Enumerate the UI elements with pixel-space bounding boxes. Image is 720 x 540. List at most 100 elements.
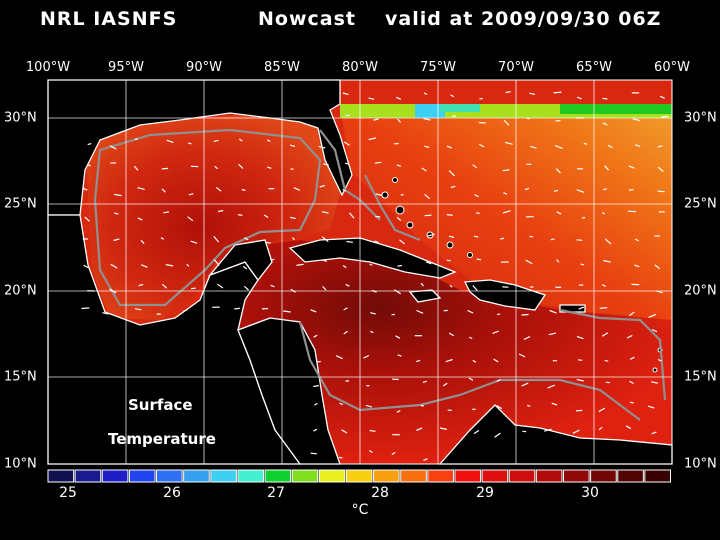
current-vector — [599, 307, 608, 309]
current-vector — [289, 216, 296, 220]
current-vector — [338, 456, 343, 459]
current-vector — [524, 187, 530, 191]
lat-label-left: 10°N — [4, 456, 37, 472]
current-vector — [343, 330, 348, 335]
current-vector — [581, 216, 586, 219]
current-vector — [213, 139, 219, 142]
colorbar-unit: °C — [351, 502, 369, 518]
colorbar-swatch — [291, 469, 319, 483]
current-vector — [529, 92, 536, 95]
colorbar — [47, 469, 671, 483]
current-vector — [657, 190, 665, 193]
current-vector — [161, 167, 169, 170]
lon-label: 100°W — [25, 60, 71, 75]
current-vectors — [81, 91, 669, 461]
current-vector — [396, 409, 401, 413]
current-vector — [270, 258, 275, 261]
current-vector — [237, 214, 243, 216]
valid-time: valid at 2009/09/30 06Z — [385, 8, 662, 30]
current-vector — [165, 264, 174, 267]
current-vector — [423, 458, 428, 461]
current-vector — [344, 162, 350, 165]
colorbar-swatch — [237, 469, 265, 483]
current-vector — [365, 404, 373, 408]
current-vector — [634, 264, 640, 268]
current-vector — [629, 311, 635, 317]
lat-label-right: 20°N — [684, 283, 717, 299]
current-vector — [445, 358, 453, 363]
current-vector — [523, 336, 531, 341]
current-vector — [603, 259, 611, 263]
current-vector — [518, 353, 526, 358]
colorbar-swatch — [590, 469, 617, 483]
lat-label-right: 25°N — [684, 196, 717, 212]
current-vector — [319, 184, 326, 188]
current-vector — [504, 141, 513, 145]
current-vector — [603, 188, 607, 191]
current-vector — [502, 169, 510, 172]
current-vector — [632, 118, 640, 122]
current-vector — [363, 354, 370, 359]
colorbar-swatch — [345, 469, 373, 483]
colorbar-swatch — [183, 469, 210, 483]
current-vector — [213, 259, 220, 266]
current-vector — [650, 381, 658, 384]
model-title: NRL IASNFS — [40, 8, 178, 30]
current-vector — [110, 263, 118, 269]
current-vector — [244, 237, 249, 241]
current-vector — [102, 312, 109, 315]
current-vector — [289, 144, 296, 147]
current-vector — [473, 429, 480, 435]
current-vector — [345, 114, 350, 117]
current-vector — [625, 425, 632, 430]
current-vector — [628, 165, 635, 169]
current-vector — [266, 241, 271, 244]
lon-label: 70°W — [498, 60, 534, 75]
current-vector — [654, 264, 661, 270]
current-vector — [374, 161, 382, 164]
current-vector — [345, 283, 350, 287]
current-vector — [81, 307, 90, 310]
current-vector — [503, 192, 508, 195]
colorbar-tick: 27 — [267, 485, 285, 501]
current-vector — [293, 187, 300, 191]
current-vector — [556, 211, 562, 215]
colorbar-swatch — [481, 469, 509, 483]
current-vector — [346, 240, 353, 243]
current-vector — [607, 144, 613, 149]
current-vector — [629, 401, 634, 404]
current-vector — [321, 236, 329, 243]
current-vector — [263, 214, 269, 219]
current-vector — [163, 211, 169, 214]
current-vector — [651, 431, 657, 435]
current-vector — [292, 237, 295, 241]
current-vector — [375, 193, 383, 196]
current-vector — [527, 404, 531, 407]
current-vector — [420, 404, 424, 407]
current-vector — [134, 308, 142, 311]
colorbar-swatch — [427, 469, 454, 483]
current-vector — [310, 309, 317, 313]
current-vector — [187, 216, 194, 222]
current-vector — [661, 115, 669, 118]
current-vector — [213, 236, 220, 243]
current-vector — [553, 189, 559, 192]
current-vector — [323, 163, 329, 166]
current-vector — [553, 91, 562, 94]
colorbar-swatch — [74, 469, 102, 483]
current-vector — [137, 217, 143, 221]
current-vector — [369, 429, 376, 432]
lat-label-right: 30°N — [684, 110, 717, 126]
current-vector — [133, 165, 139, 171]
current-vector — [442, 382, 448, 387]
current-vector — [313, 428, 318, 432]
current-vector — [423, 117, 431, 121]
current-vector — [368, 137, 377, 141]
lat-label-right: 15°N — [684, 369, 717, 385]
current-vector — [525, 259, 533, 265]
colorbar-swatch — [47, 469, 75, 483]
current-vector — [496, 378, 501, 382]
colorbar-tick: 28 — [371, 485, 389, 501]
current-vector — [576, 96, 582, 100]
current-vector — [161, 188, 166, 193]
